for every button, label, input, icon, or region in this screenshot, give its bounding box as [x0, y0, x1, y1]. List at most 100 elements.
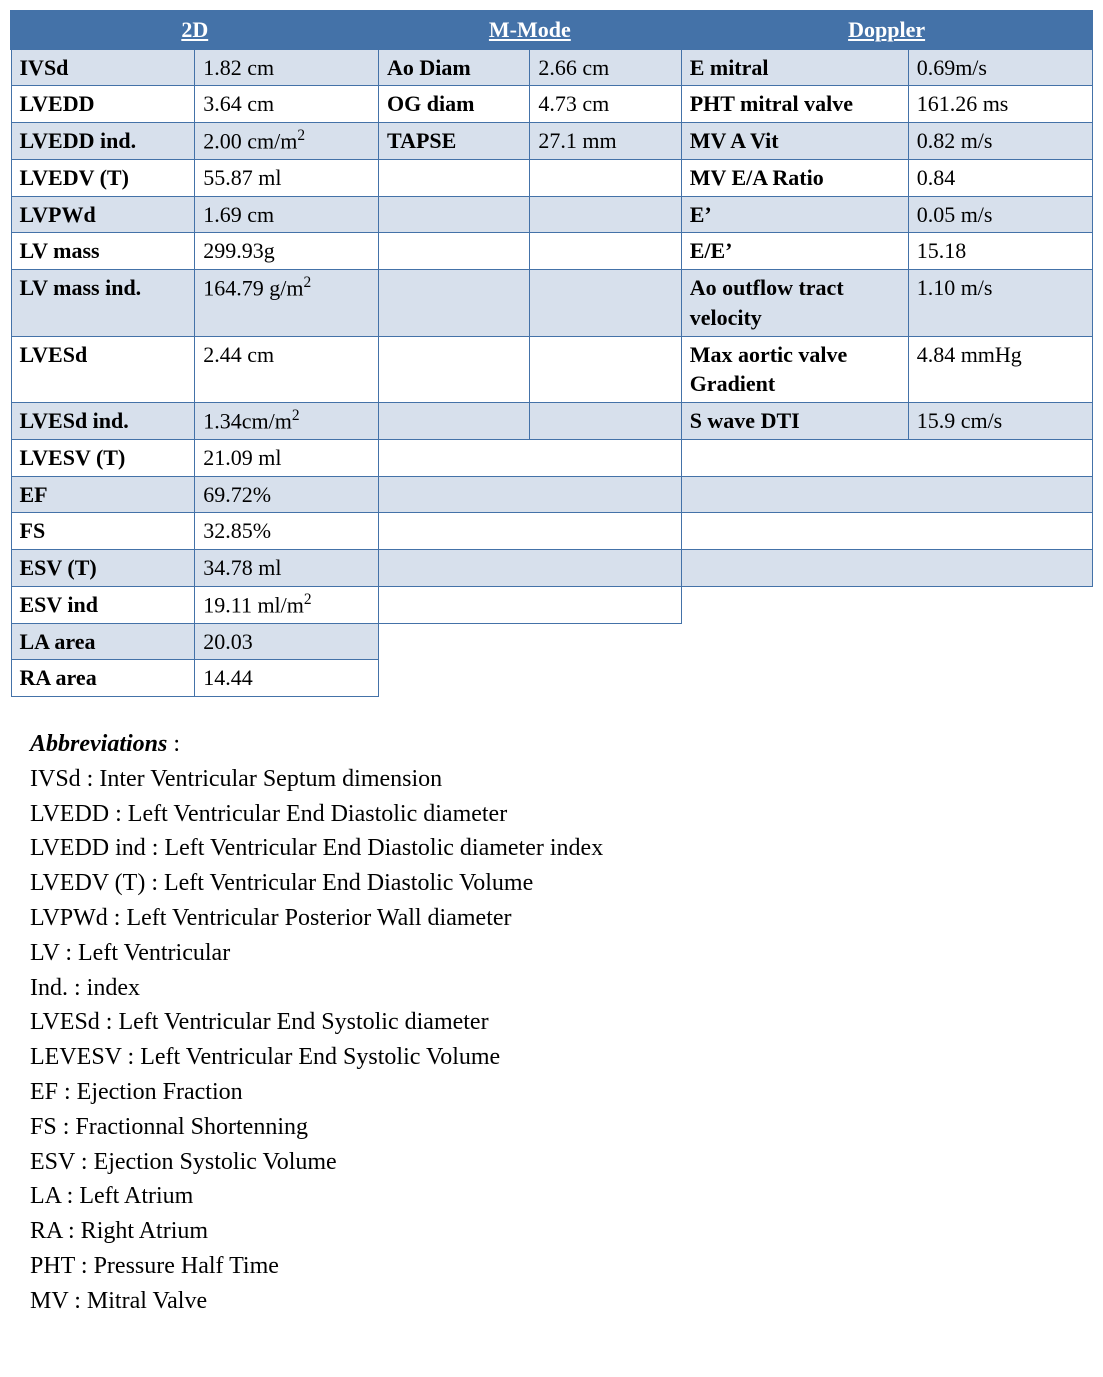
param-label	[379, 336, 530, 402]
param-label: LV mass	[11, 233, 195, 270]
param-value	[530, 270, 681, 336]
param-label	[379, 233, 530, 270]
table-row: LV mass ind.164.79 g/m2Ao outflow tract …	[11, 270, 1092, 336]
param-value	[530, 196, 681, 233]
param-value: 0.69m/s	[908, 49, 1092, 86]
abbreviation-line: LVEDD : Left Ventricular End Diastolic d…	[30, 797, 1093, 832]
param-value: 161.26 ms	[908, 86, 1092, 123]
empty-cell	[379, 623, 682, 660]
table-row: EF69.72%	[11, 476, 1092, 513]
table-row: LVESd ind.1.34cm/m2 S wave DTI15.9 cm/s	[11, 402, 1092, 439]
table-header-row: 2DM-ModeDoppler	[11, 11, 1092, 49]
param-label	[379, 402, 530, 439]
header-doppler: Doppler	[681, 11, 1092, 49]
empty-cell	[681, 549, 1092, 586]
param-value: 0.05 m/s	[908, 196, 1092, 233]
param-label: OG diam	[379, 86, 530, 123]
param-label: LVEDD	[11, 86, 195, 123]
param-label: MV A Vit	[681, 123, 908, 160]
param-value: 55.87 ml	[195, 160, 379, 197]
abbreviation-line: ESV : Ejection Systolic Volume	[30, 1145, 1093, 1180]
param-value: 19.11 ml/m2	[195, 586, 379, 623]
param-label	[379, 160, 530, 197]
empty-cell	[379, 513, 682, 550]
abbreviation-line: LEVESV : Left Ventricular End Systolic V…	[30, 1040, 1093, 1075]
abbreviation-line: IVSd : Inter Ventricular Septum dimensio…	[30, 762, 1093, 797]
param-label: LA area	[11, 623, 195, 660]
param-label: LVESV (T)	[11, 439, 195, 476]
param-value: 21.09 ml	[195, 439, 379, 476]
table-row: FS32.85%	[11, 513, 1092, 550]
abbreviation-line: PHT : Pressure Half Time	[30, 1249, 1093, 1284]
param-value: 34.78 ml	[195, 549, 379, 586]
param-label: TAPSE	[379, 123, 530, 160]
empty-cell	[379, 439, 682, 476]
param-label: Ao Diam	[379, 49, 530, 86]
table-row: LVEDD ind.2.00 cm/m2TAPSE27.1 mmMV A Vit…	[11, 123, 1092, 160]
abbreviation-line: FS : Fractionnal Shortenning	[30, 1110, 1093, 1145]
param-label: E mitral	[681, 49, 908, 86]
empty-cell	[681, 476, 1092, 513]
abbreviation-line: LVEDD ind : Left Ventricular End Diastol…	[30, 831, 1093, 866]
param-value	[530, 336, 681, 402]
abbreviation-line: MV : Mitral Valve	[30, 1284, 1093, 1319]
param-label: ESV (T)	[11, 549, 195, 586]
table-row: LA area20.03	[11, 623, 1092, 660]
empty-cell	[681, 586, 1092, 623]
param-label: EF	[11, 476, 195, 513]
empty-cell	[681, 513, 1092, 550]
abbreviation-line: EF : Ejection Fraction	[30, 1075, 1093, 1110]
header-2d: 2D	[11, 11, 379, 49]
param-value: 32.85%	[195, 513, 379, 550]
param-label: FS	[11, 513, 195, 550]
param-value: 69.72%	[195, 476, 379, 513]
param-value: 4.84 mmHg	[908, 336, 1092, 402]
table-row: IVSd1.82 cmAo Diam2.66 cmE mitral0.69m/s	[11, 49, 1092, 86]
empty-cell	[379, 476, 682, 513]
table-row: LVESd2.44 cmMax aortic valve Gradient4.8…	[11, 336, 1092, 402]
abbreviation-line: LVPWd : Left Ventricular Posterior Wall …	[30, 901, 1093, 936]
param-label: LVPWd	[11, 196, 195, 233]
echo-measurements-table: 2DM-ModeDopplerIVSd1.82 cmAo Diam2.66 cm…	[10, 10, 1093, 697]
abbreviations-section: Abbreviations : IVSd : Inter Ventricular…	[10, 727, 1093, 1319]
abbreviations-title: Abbreviations :	[30, 727, 1093, 762]
empty-cell	[681, 623, 1092, 660]
param-label: Ao outflow tract velocity	[681, 270, 908, 336]
table-row: RA area14.44	[11, 660, 1092, 697]
param-value: 1.10 m/s	[908, 270, 1092, 336]
param-value: 1.82 cm	[195, 49, 379, 86]
param-label: MV E/A Ratio	[681, 160, 908, 197]
param-value: 4.73 cm	[530, 86, 681, 123]
empty-cell	[379, 660, 682, 697]
param-value: 14.44	[195, 660, 379, 697]
param-label: E’	[681, 196, 908, 233]
table-row: LVEDD3.64 cmOG diam4.73 cmPHT mitral val…	[11, 86, 1092, 123]
table-row: LVPWd1.69 cm E’0.05 m/s	[11, 196, 1092, 233]
param-label: LVESd ind.	[11, 402, 195, 439]
param-label	[379, 196, 530, 233]
header-mmode: M-Mode	[379, 11, 682, 49]
param-value: 15.9 cm/s	[908, 402, 1092, 439]
abbreviation-line: LVEDV (T) : Left Ventricular End Diastol…	[30, 866, 1093, 901]
param-label: LVESd	[11, 336, 195, 402]
param-label: LV mass ind.	[11, 270, 195, 336]
table-row: LVESV (T)21.09 ml	[11, 439, 1092, 476]
param-value: 15.18	[908, 233, 1092, 270]
abbreviation-line: Ind. : index	[30, 971, 1093, 1006]
table-row: LV mass299.93g E/E’15.18	[11, 233, 1092, 270]
empty-cell	[681, 660, 1092, 697]
param-label	[379, 270, 530, 336]
param-label: IVSd	[11, 49, 195, 86]
param-value: 1.34cm/m2	[195, 402, 379, 439]
param-label: LVEDV (T)	[11, 160, 195, 197]
param-label: ESV ind	[11, 586, 195, 623]
table-row: ESV (T)34.78 ml	[11, 549, 1092, 586]
param-value: 3.64 cm	[195, 86, 379, 123]
param-label: E/E’	[681, 233, 908, 270]
param-value: 1.69 cm	[195, 196, 379, 233]
param-label: S wave DTI	[681, 402, 908, 439]
table-row: LVEDV (T)55.87 mlMV E/A Ratio0.84	[11, 160, 1092, 197]
empty-cell	[681, 439, 1092, 476]
param-label: LVEDD ind.	[11, 123, 195, 160]
param-value: 299.93g	[195, 233, 379, 270]
